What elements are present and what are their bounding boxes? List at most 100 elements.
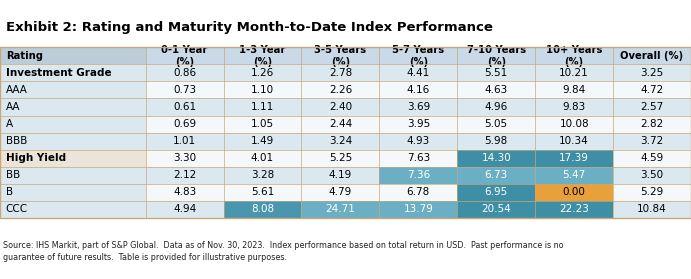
Text: 0.69: 0.69 <box>173 119 196 129</box>
Text: 5.29: 5.29 <box>641 187 663 197</box>
Text: 2.78: 2.78 <box>329 68 352 78</box>
Text: 4.83: 4.83 <box>173 187 196 197</box>
Text: 4.96: 4.96 <box>484 102 508 112</box>
Bar <box>0 98 146 116</box>
Text: 5.98: 5.98 <box>484 136 508 146</box>
Text: 0.73: 0.73 <box>173 85 196 95</box>
Text: 24.71: 24.71 <box>325 204 355 214</box>
Bar <box>535 81 613 98</box>
Bar <box>457 81 535 98</box>
Text: 2.82: 2.82 <box>641 119 663 129</box>
Bar <box>613 81 691 98</box>
Bar <box>301 201 379 218</box>
Bar <box>301 184 379 201</box>
Bar <box>146 81 223 98</box>
Bar <box>301 116 379 133</box>
Bar <box>457 201 535 218</box>
Bar <box>457 98 535 116</box>
Bar <box>613 64 691 81</box>
Bar <box>379 150 457 167</box>
Text: A: A <box>6 119 13 129</box>
Bar <box>146 47 223 64</box>
Bar <box>457 150 535 167</box>
Bar <box>457 64 535 81</box>
Bar <box>535 167 613 184</box>
Bar <box>457 133 535 150</box>
Bar <box>146 184 223 201</box>
Bar <box>0 47 146 64</box>
Text: Exhibit 2: Rating and Maturity Month-to-Date Index Performance: Exhibit 2: Rating and Maturity Month-to-… <box>6 21 493 34</box>
Text: 4.41: 4.41 <box>407 68 430 78</box>
Bar <box>379 81 457 98</box>
Bar <box>535 64 613 81</box>
Text: Investment Grade: Investment Grade <box>6 68 111 78</box>
Text: 1.49: 1.49 <box>251 136 274 146</box>
Bar <box>301 167 379 184</box>
Bar <box>223 81 301 98</box>
Bar <box>379 201 457 218</box>
Bar <box>146 64 223 81</box>
Bar <box>535 116 613 133</box>
Text: AAA: AAA <box>6 85 28 95</box>
Bar <box>379 47 457 64</box>
Bar <box>613 47 691 64</box>
Bar <box>379 167 457 184</box>
Bar <box>535 47 613 64</box>
Bar <box>0 64 146 81</box>
Bar <box>223 116 301 133</box>
Bar <box>379 133 457 150</box>
Text: 5.47: 5.47 <box>562 170 586 180</box>
Text: 3.28: 3.28 <box>251 170 274 180</box>
Text: Overall (%): Overall (%) <box>621 51 683 61</box>
Text: 7-10 Years
(%): 7-10 Years (%) <box>466 45 526 67</box>
Bar <box>223 98 301 116</box>
Text: CCC: CCC <box>6 204 28 214</box>
Text: 4.59: 4.59 <box>641 153 663 163</box>
Text: 4.79: 4.79 <box>329 187 352 197</box>
Text: 7.36: 7.36 <box>407 170 430 180</box>
Bar <box>146 167 223 184</box>
Bar <box>301 98 379 116</box>
Bar <box>223 64 301 81</box>
Bar <box>0 184 146 201</box>
Text: B: B <box>6 187 13 197</box>
Text: 2.12: 2.12 <box>173 170 196 180</box>
Text: 2.44: 2.44 <box>329 119 352 129</box>
Text: AA: AA <box>6 102 20 112</box>
Text: 13.79: 13.79 <box>404 204 433 214</box>
Bar <box>379 98 457 116</box>
Text: BB: BB <box>6 170 20 180</box>
Bar <box>613 201 691 218</box>
Text: 4.63: 4.63 <box>484 85 508 95</box>
Text: 6.73: 6.73 <box>484 170 508 180</box>
Bar <box>613 116 691 133</box>
Text: 5.05: 5.05 <box>484 119 508 129</box>
Bar <box>379 184 457 201</box>
Text: 3.50: 3.50 <box>641 170 663 180</box>
Text: High Yield: High Yield <box>6 153 66 163</box>
Bar <box>535 133 613 150</box>
Bar <box>223 150 301 167</box>
Bar <box>301 133 379 150</box>
Bar <box>457 167 535 184</box>
Text: 22.23: 22.23 <box>559 204 589 214</box>
Bar <box>146 133 223 150</box>
Text: 10.08: 10.08 <box>559 119 589 129</box>
Text: 2.26: 2.26 <box>329 85 352 95</box>
Bar <box>613 167 691 184</box>
Text: 0-1 Year
(%): 0-1 Year (%) <box>162 45 208 67</box>
Bar <box>535 184 613 201</box>
Text: 4.94: 4.94 <box>173 204 196 214</box>
Text: 4.19: 4.19 <box>329 170 352 180</box>
Text: 2.57: 2.57 <box>641 102 663 112</box>
Text: 3.25: 3.25 <box>641 68 663 78</box>
Bar <box>457 47 535 64</box>
Text: 1-3 Year
(%): 1-3 Year (%) <box>239 45 285 67</box>
Bar <box>301 64 379 81</box>
Text: 5-7 Years
(%): 5-7 Years (%) <box>392 45 444 67</box>
Bar <box>146 201 223 218</box>
Text: 6.78: 6.78 <box>407 187 430 197</box>
Bar <box>0 47 691 218</box>
Bar <box>0 167 146 184</box>
Bar <box>535 201 613 218</box>
